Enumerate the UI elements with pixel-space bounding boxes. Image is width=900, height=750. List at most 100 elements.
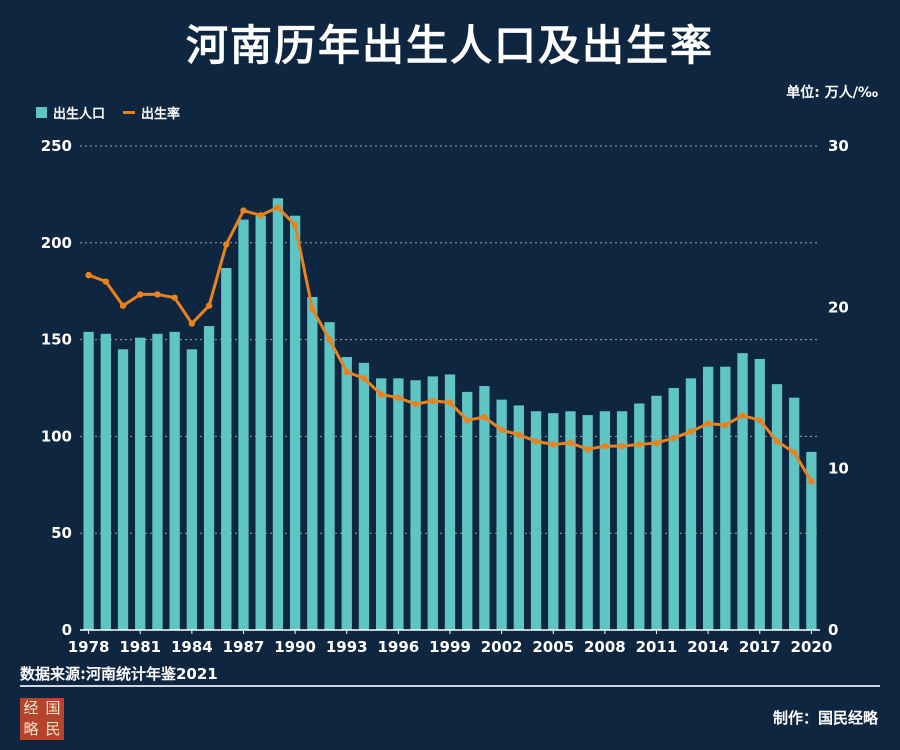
bar <box>737 353 748 630</box>
y-left-tick-label: 150 <box>41 331 72 349</box>
bar <box>255 215 266 631</box>
x-tick-label: 2020 <box>791 638 833 656</box>
bar <box>324 322 335 630</box>
logo-char: 略 <box>23 720 39 738</box>
y-left-tick-label: 200 <box>41 234 72 252</box>
bar <box>100 333 111 630</box>
bar <box>117 349 129 630</box>
bar <box>152 333 163 630</box>
y-right-tick-label: 30 <box>828 137 849 155</box>
birth-rate-point <box>240 207 247 214</box>
birth-rate-point <box>377 391 385 398</box>
birth-rate-point <box>154 291 161 298</box>
bar <box>358 362 370 630</box>
birth-rate-point <box>722 421 729 429</box>
birth-rate-point <box>532 438 540 445</box>
birth-rate-point <box>429 397 436 405</box>
bar <box>427 376 438 630</box>
logo-char: 民 <box>45 720 61 738</box>
bar <box>754 358 765 630</box>
bar <box>376 378 387 630</box>
bar <box>186 349 198 630</box>
bar <box>599 411 611 630</box>
y-left-tick-label: 100 <box>41 427 72 445</box>
birth-rate-point <box>309 305 316 313</box>
birth-rate-point <box>550 441 557 448</box>
birth-rate-point <box>119 302 127 309</box>
bar <box>806 451 817 630</box>
bar <box>530 411 542 630</box>
birth-rate-point <box>498 426 505 434</box>
birth-rate-point <box>360 375 368 382</box>
bar <box>169 331 180 630</box>
bar <box>307 297 318 630</box>
bar <box>771 384 783 630</box>
bar <box>513 405 524 630</box>
birth-rate-point <box>257 212 264 219</box>
birth-rate-point <box>808 478 815 485</box>
bar <box>685 378 697 630</box>
birth-rate-point <box>567 439 574 447</box>
birth-rate-point <box>670 434 677 442</box>
birth-rate-point <box>515 431 523 438</box>
birth-rate-point <box>601 442 609 450</box>
x-tick-label: 2005 <box>532 638 574 656</box>
bar <box>702 366 714 630</box>
bar <box>789 397 800 630</box>
y-right-tick-label: 0 <box>828 621 838 639</box>
bar <box>203 326 215 630</box>
bar <box>221 267 232 630</box>
x-tick-label: 1978 <box>68 638 110 656</box>
birth-rate-point <box>102 278 110 285</box>
y-left-tick-label: 0 <box>62 621 72 639</box>
bar <box>720 366 731 630</box>
birth-rate-point <box>205 302 213 309</box>
bar <box>238 219 249 630</box>
birth-rate-point <box>85 271 92 279</box>
legend-line-swatch <box>123 111 136 114</box>
birth-rate-point <box>395 394 402 401</box>
bar <box>548 413 559 630</box>
birth-rate-point <box>687 428 695 435</box>
birth-rate-point <box>137 291 144 298</box>
bar <box>634 403 645 630</box>
bar <box>393 378 404 630</box>
x-tick-label: 2014 <box>687 638 729 656</box>
birth-rate-point <box>412 400 419 408</box>
birth-rate-point <box>343 368 350 376</box>
divider <box>20 685 880 687</box>
birth-rate-point <box>446 399 454 406</box>
bar <box>582 415 593 630</box>
bar <box>668 388 679 630</box>
legend: 出生人口 出生率 <box>36 103 180 122</box>
logo: 经 国 略 民 <box>20 698 64 740</box>
birth-rate-point <box>756 417 763 424</box>
birth-rate-point <box>636 441 643 448</box>
x-tick-label: 1984 <box>171 638 213 656</box>
legend-line-label: 出生率 <box>141 107 181 122</box>
logo-char: 经 <box>23 699 39 717</box>
y-left-tick-label: 50 <box>51 524 72 542</box>
bar <box>341 357 352 630</box>
birth-rate-point <box>739 412 746 419</box>
chart-title: 河南历年出生人口及出生率 <box>185 21 714 70</box>
bar <box>135 337 146 630</box>
birth-rate-point <box>291 221 299 229</box>
legend-bar-swatch <box>36 107 47 118</box>
birth-rate-point <box>171 294 178 301</box>
birth-rate-point <box>584 446 591 453</box>
bar <box>462 391 473 630</box>
bar <box>410 380 421 630</box>
legend-bar-label: 出生人口 <box>53 107 106 122</box>
logo-char: 国 <box>45 699 61 717</box>
x-tick-label: 2011 <box>636 638 678 656</box>
x-tick-label: 2002 <box>481 638 523 656</box>
x-tick-label: 2017 <box>739 638 781 656</box>
x-tick-label: 1981 <box>119 638 161 656</box>
unit-label: 单位: 万人/‰ <box>786 85 878 101</box>
bar <box>565 411 576 630</box>
bar <box>616 411 628 630</box>
birth-rate-point <box>618 442 626 450</box>
birth-rate-point <box>188 320 196 327</box>
y-right-tick-label: 10 <box>828 460 849 478</box>
